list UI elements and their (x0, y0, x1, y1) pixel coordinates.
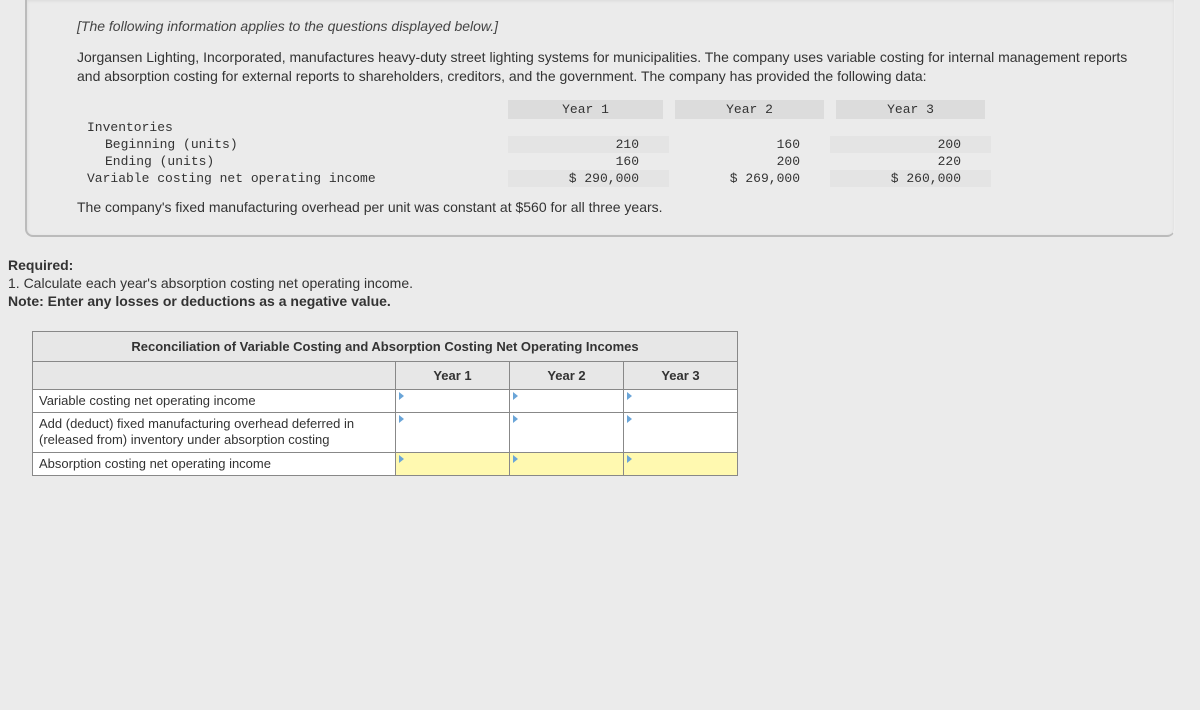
data-cell: 200 (830, 136, 991, 153)
data-table: Year 1 Year 2 Year 3 Inventories Beginni… (87, 100, 997, 187)
data-cell: $ 290,000 (508, 170, 669, 187)
answer-input-cell[interactable] (510, 389, 624, 412)
required-section: Required: 1. Calculate each year's absor… (8, 257, 1200, 476)
answer-total-cell[interactable] (624, 452, 738, 475)
data-row-label: Ending (units) (87, 153, 508, 170)
data-cell: 160 (669, 136, 830, 153)
required-heading: Required: (8, 257, 1200, 273)
problem-paragraph: Jorgansen Lighting, Incorporated, manufa… (77, 48, 1144, 86)
answer-total-cell[interactable] (510, 452, 624, 475)
data-cell: 220 (830, 153, 991, 170)
problem-card: [The following information applies to th… (25, 0, 1175, 237)
answer-table-title: Reconciliation of Variable Costing and A… (33, 331, 738, 361)
answer-input-cell[interactable] (396, 413, 510, 453)
data-cell: $ 260,000 (830, 170, 991, 187)
answer-table: Reconciliation of Variable Costing and A… (32, 331, 738, 476)
data-cell: 200 (669, 153, 830, 170)
answer-row-label: Variable costing net operating income (33, 389, 396, 412)
answer-total-cell[interactable] (396, 452, 510, 475)
data-col-head: Year 3 (830, 100, 991, 119)
data-row-label: Beginning (units) (87, 136, 508, 153)
data-cell: $ 269,000 (669, 170, 830, 187)
required-line: 1. Calculate each year's absorption cost… (8, 275, 1200, 291)
answer-input-cell[interactable] (624, 389, 738, 412)
closing-line: The company's fixed manufacturing overhe… (77, 199, 1144, 215)
data-col-head: Year 2 (669, 100, 830, 119)
answer-col-head: Year 2 (510, 361, 624, 389)
answer-row-label: Absorption costing net operating income (33, 452, 396, 475)
data-cell: 160 (508, 153, 669, 170)
answer-input-cell[interactable] (396, 389, 510, 412)
data-row-label: Variable costing net operating income (87, 170, 508, 187)
data-cell: 210 (508, 136, 669, 153)
answer-row-label: Add (deduct) fixed manufacturing overhea… (33, 413, 396, 453)
answer-input-cell[interactable] (624, 413, 738, 453)
intro-note: [The following information applies to th… (77, 18, 1144, 34)
data-col-head: Year 1 (508, 100, 669, 119)
answer-col-head: Year 3 (624, 361, 738, 389)
required-note: Note: Enter any losses or deductions as … (8, 293, 1200, 309)
answer-col-head: Year 1 (396, 361, 510, 389)
answer-input-cell[interactable] (510, 413, 624, 453)
data-row-label: Inventories (87, 119, 508, 136)
